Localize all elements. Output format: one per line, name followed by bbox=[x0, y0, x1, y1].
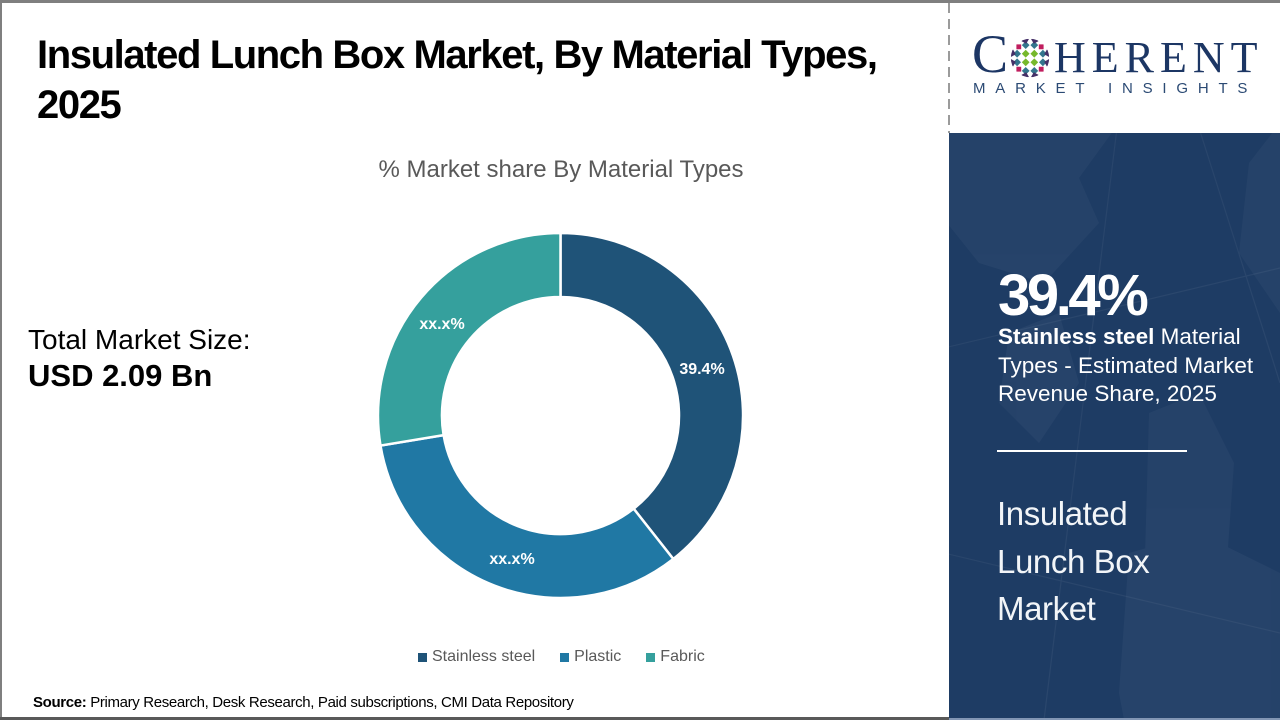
svg-text:xx.x%: xx.x% bbox=[419, 316, 464, 333]
svg-text:39.4%: 39.4% bbox=[679, 361, 724, 378]
svg-text:xx.x%: xx.x% bbox=[489, 551, 534, 568]
svg-text:HERENT: HERENT bbox=[1054, 33, 1264, 82]
svg-text:C: C bbox=[972, 24, 1008, 84]
svg-text:MARKET INSIGHTS: MARKET INSIGHTS bbox=[973, 80, 1257, 97]
